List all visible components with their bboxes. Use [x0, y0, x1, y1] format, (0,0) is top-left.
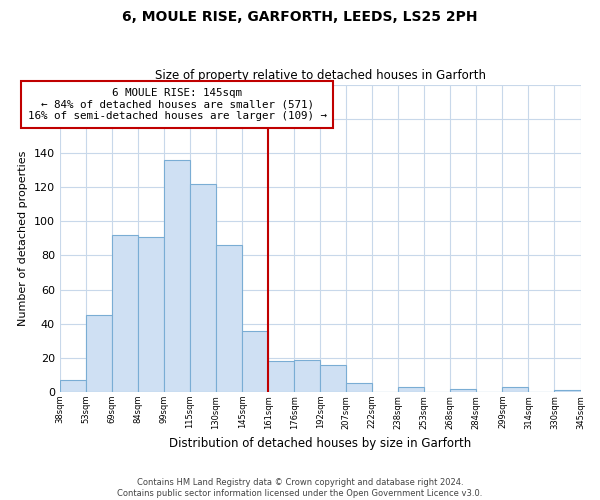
Y-axis label: Number of detached properties: Number of detached properties [19, 150, 28, 326]
Bar [164, 160, 190, 392]
Bar [242, 330, 268, 392]
Bar [554, 390, 581, 392]
Bar [268, 362, 294, 392]
Bar [138, 236, 164, 392]
Bar [320, 364, 346, 392]
Bar [398, 387, 424, 392]
Text: 6, MOULE RISE, GARFORTH, LEEDS, LS25 2PH: 6, MOULE RISE, GARFORTH, LEEDS, LS25 2PH [122, 10, 478, 24]
Bar [502, 387, 529, 392]
X-axis label: Distribution of detached houses by size in Garforth: Distribution of detached houses by size … [169, 437, 472, 450]
Bar [190, 184, 216, 392]
Title: Size of property relative to detached houses in Garforth: Size of property relative to detached ho… [155, 69, 485, 82]
Bar [451, 388, 476, 392]
Text: 6 MOULE RISE: 145sqm
← 84% of detached houses are smaller (571)
16% of semi-deta: 6 MOULE RISE: 145sqm ← 84% of detached h… [28, 88, 326, 121]
Bar [216, 245, 242, 392]
Bar [346, 384, 372, 392]
Bar [112, 235, 138, 392]
Bar [294, 360, 320, 392]
Bar [86, 315, 112, 392]
Text: Contains HM Land Registry data © Crown copyright and database right 2024.
Contai: Contains HM Land Registry data © Crown c… [118, 478, 482, 498]
Bar [60, 380, 86, 392]
